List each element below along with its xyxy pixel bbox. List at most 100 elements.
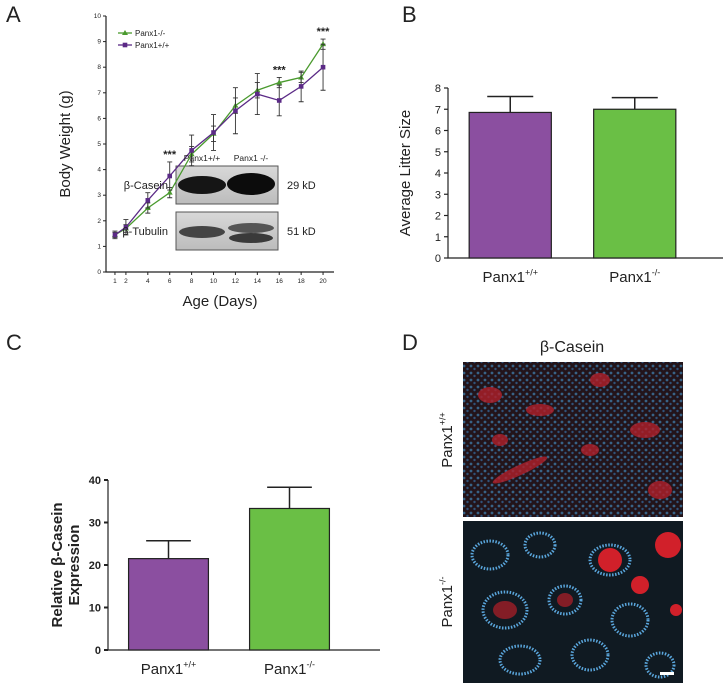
band	[178, 176, 226, 194]
legend-label: Panx1-/-	[135, 29, 166, 38]
y-tick-label: 1	[435, 232, 441, 244]
bar	[248, 507, 331, 651]
label-base: Panx1	[141, 661, 184, 678]
y-tick-label: 40	[89, 475, 101, 487]
marker	[145, 198, 151, 203]
y-tick-label: 5	[97, 141, 101, 148]
y-tick-label: 3	[97, 192, 101, 199]
marker	[320, 41, 327, 47]
marker	[122, 42, 128, 48]
size-label: 29 kD	[287, 180, 316, 192]
y-tick-label: 3	[435, 189, 441, 201]
x-tick-label: 14	[254, 278, 262, 285]
y-tick-label: 6	[435, 126, 441, 138]
y-tick-label: 20	[89, 560, 101, 572]
western-blot	[175, 165, 279, 251]
series-line	[114, 43, 324, 236]
label-base: Panx1	[482, 269, 525, 286]
marker	[167, 173, 173, 179]
x-tick-label: 6	[168, 278, 172, 285]
y-tick-label: 9	[97, 39, 101, 46]
marker	[122, 30, 128, 35]
y-tick-label: 4	[97, 167, 101, 174]
y-tick-label: 4	[435, 168, 441, 180]
y-tick-label: 10	[89, 603, 101, 615]
marker	[211, 130, 216, 135]
y-tick-label: 0	[97, 269, 101, 276]
protein-label: β-Casein	[124, 180, 168, 192]
y-tick-label: 6	[97, 115, 101, 122]
annotation: ***	[317, 26, 331, 38]
marker	[298, 84, 304, 89]
x-tick-label: 16	[276, 278, 284, 285]
label-sup: -/-	[652, 267, 661, 277]
band	[227, 173, 275, 195]
label-sup: -/-	[437, 576, 447, 585]
label: Panx1+/+	[482, 267, 538, 286]
y-tick-label: 5	[435, 147, 441, 159]
y-tick-label: 30	[89, 518, 101, 530]
size-label: 51 kD	[287, 226, 316, 238]
x-tick-label: 20	[319, 278, 327, 285]
y-axis-label: Average Litter Size	[397, 110, 414, 236]
x-tick-label: 2	[124, 278, 128, 285]
red-stain	[478, 373, 672, 499]
y-tick-label: 7	[97, 90, 101, 97]
lane-label: Panx1 -/-	[234, 153, 269, 163]
y-tick-label: 10	[94, 13, 102, 20]
acini	[470, 531, 676, 679]
y-tick-label: 8	[97, 64, 101, 71]
marker	[123, 224, 129, 230]
bar	[593, 108, 677, 259]
marker	[233, 108, 238, 114]
x-tick-label: 8	[190, 278, 194, 285]
marker	[189, 148, 194, 153]
red-stain	[493, 532, 682, 619]
marker	[166, 189, 173, 195]
label: Panx1-/-	[437, 576, 456, 627]
lane-label: Panx1+/+	[184, 153, 220, 163]
marker	[112, 232, 118, 238]
annotation: ***	[163, 149, 177, 161]
label: Panx1+/+	[437, 412, 456, 468]
micrographs	[463, 362, 683, 683]
x-tick-label: 10	[210, 278, 218, 285]
label: Panx1-/-	[609, 267, 660, 286]
x-tick-label: 18	[298, 278, 306, 285]
legend-label: Panx1+/+	[135, 41, 170, 50]
bar	[127, 558, 210, 651]
band	[179, 226, 225, 238]
error-bar	[146, 540, 191, 559]
y-tick-label: 0	[95, 645, 101, 657]
label-base: Panx1	[439, 585, 456, 628]
marker	[276, 79, 283, 85]
panel-label: A	[6, 2, 21, 27]
panel-label: B	[402, 2, 417, 27]
label-base: Panx1	[609, 269, 652, 286]
panel-label: C	[6, 330, 22, 355]
y-tick-label: 7	[435, 104, 441, 116]
y-tick-label: 2	[97, 218, 101, 225]
label-base: Panx1	[439, 425, 456, 468]
label-sup: -/-	[307, 659, 316, 669]
marker	[320, 64, 326, 70]
y-tick-label: 2	[435, 211, 441, 223]
y-axis-label: Relative β-Casein	[49, 502, 66, 627]
label-base: Panx1	[264, 661, 307, 678]
label: Panx1-/-	[264, 659, 315, 678]
error-bar	[487, 95, 534, 113]
band	[229, 233, 273, 243]
x-tick-label: 1	[113, 278, 117, 285]
marker	[276, 98, 282, 103]
error-bar	[611, 96, 658, 110]
error-bar	[267, 486, 312, 509]
scale-bar	[660, 672, 674, 675]
image-title: β-Casein	[540, 339, 604, 356]
y-axis-label: Body Weight (g)	[57, 90, 74, 197]
label-sup: +/+	[437, 412, 447, 425]
marker	[255, 91, 260, 97]
panel-label: D	[402, 330, 418, 355]
x-axis-label: Age (Days)	[182, 293, 257, 310]
label-sup: +/+	[183, 659, 196, 669]
